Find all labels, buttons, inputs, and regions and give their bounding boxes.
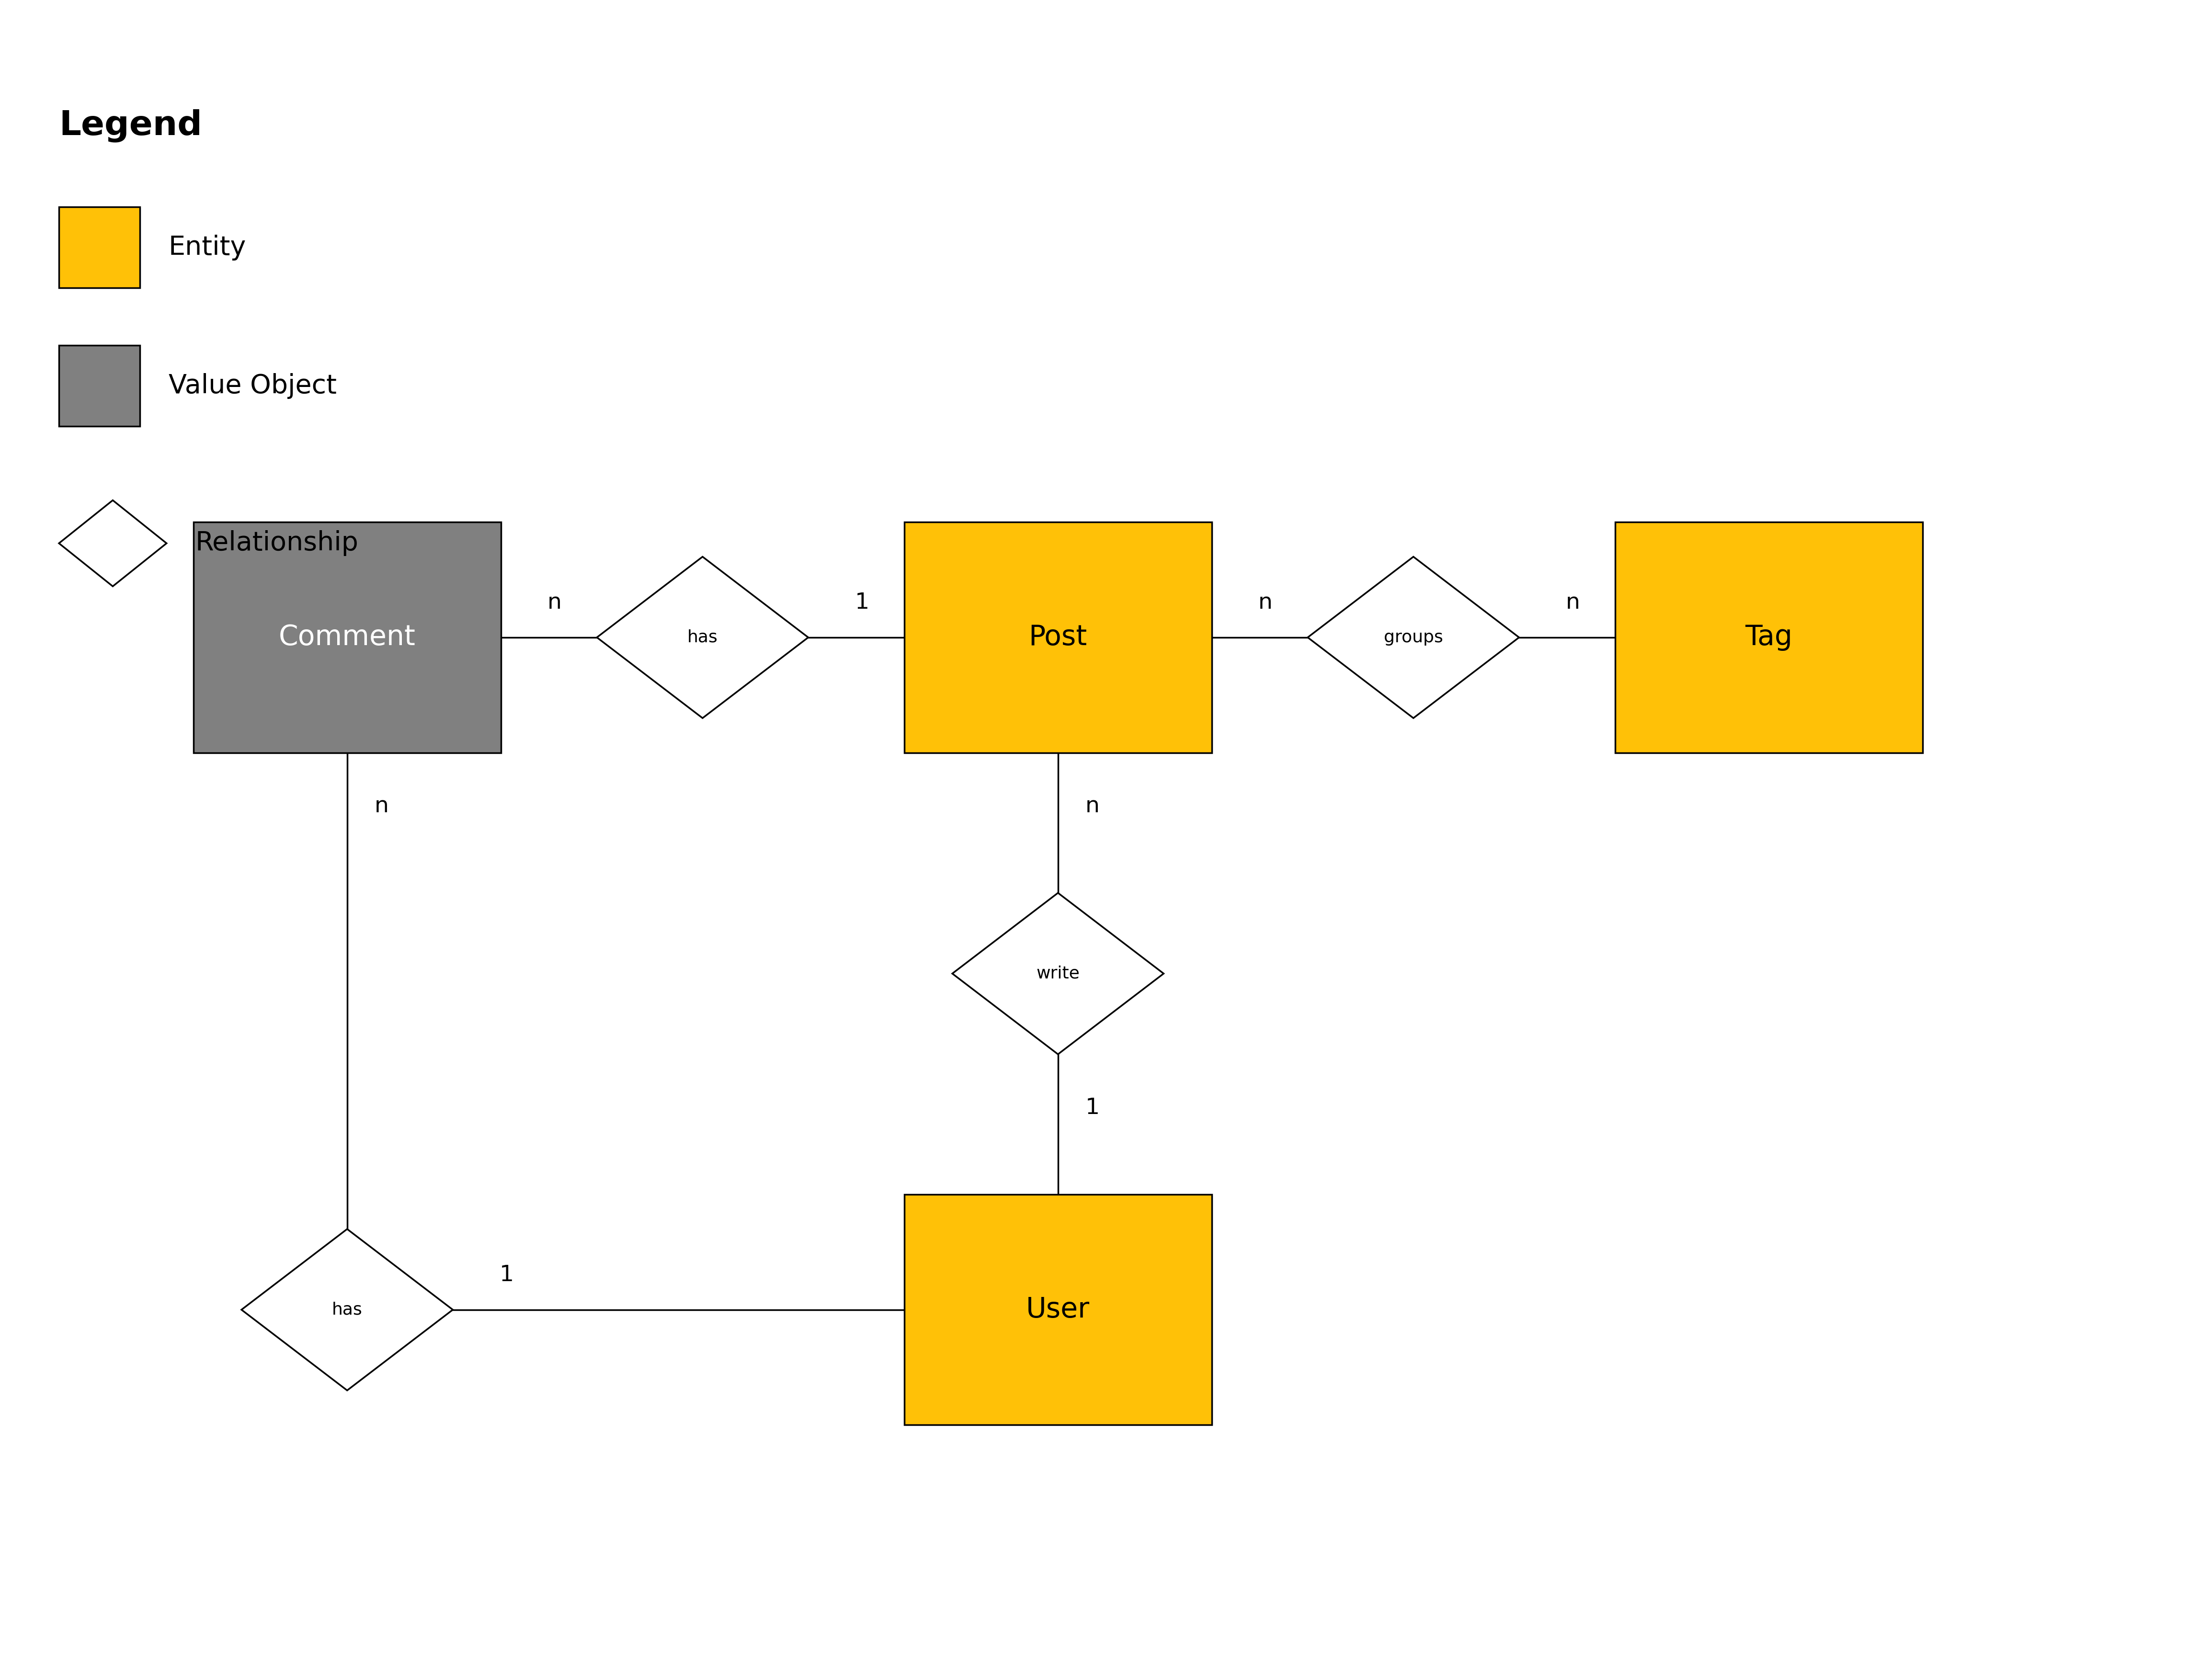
Text: Tag: Tag <box>1745 624 1792 650</box>
Text: Relationship: Relationship <box>195 531 358 556</box>
Polygon shape <box>1307 557 1520 718</box>
FancyBboxPatch shape <box>192 523 500 753</box>
FancyBboxPatch shape <box>60 207 139 287</box>
Text: Entity: Entity <box>168 234 246 260</box>
FancyBboxPatch shape <box>905 523 1212 753</box>
Text: 1: 1 <box>854 592 869 614</box>
Polygon shape <box>597 557 807 718</box>
Polygon shape <box>60 501 166 586</box>
Text: User: User <box>1026 1296 1091 1324</box>
Text: n: n <box>1086 796 1099 818</box>
Text: groups: groups <box>1385 629 1442 645</box>
Text: has: has <box>332 1302 363 1317</box>
FancyBboxPatch shape <box>1615 523 1922 753</box>
Text: has: has <box>688 629 719 645</box>
Text: 1: 1 <box>1086 1097 1099 1118</box>
Text: n: n <box>1566 592 1579 614</box>
FancyBboxPatch shape <box>60 345 139 426</box>
Text: n: n <box>1259 592 1272 614</box>
Text: write: write <box>1035 966 1079 982</box>
Text: 1: 1 <box>500 1264 513 1286</box>
Text: Post: Post <box>1029 624 1088 650</box>
Text: Legend: Legend <box>60 109 201 143</box>
Text: Comment: Comment <box>279 624 416 650</box>
Text: Value Object: Value Object <box>168 373 336 398</box>
FancyBboxPatch shape <box>905 1194 1212 1425</box>
Polygon shape <box>953 893 1164 1053</box>
Text: n: n <box>549 592 562 614</box>
Polygon shape <box>241 1229 453 1390</box>
Text: n: n <box>374 796 389 818</box>
